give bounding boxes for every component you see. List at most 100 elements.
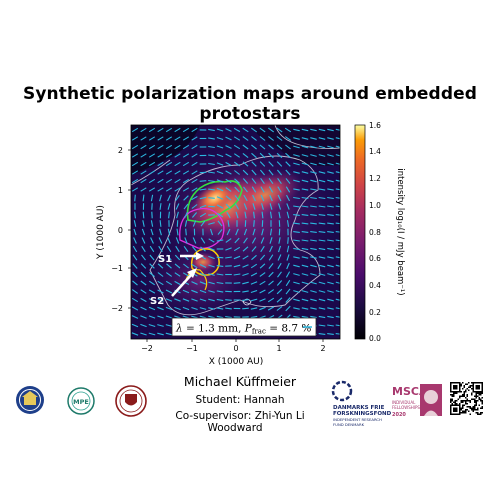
polarization-vector <box>132 280 138 286</box>
polarization-vector <box>216 298 224 302</box>
polarization-vector <box>310 162 317 166</box>
polarization-vector <box>253 220 255 227</box>
polarization-vector <box>158 237 163 244</box>
polarization-vector <box>301 307 309 310</box>
polarization-vector <box>318 239 326 242</box>
colorbar <box>354 124 366 340</box>
polarization-vector <box>134 194 136 202</box>
polarization-vector <box>276 144 283 150</box>
polarization-vector <box>140 187 147 192</box>
polarization-vector <box>277 177 282 185</box>
polarization-vector <box>250 127 258 133</box>
annotation-text: λ = 1.3 mm, Pfrac = 8.7 % <box>175 323 311 336</box>
polarization-vector <box>260 186 265 193</box>
colorbar-tick-label: 0.2 <box>369 308 381 317</box>
polarization-vector <box>259 298 266 302</box>
polarization-vector <box>191 136 198 141</box>
polarization-vector <box>327 128 334 132</box>
polarization-vector <box>174 136 181 141</box>
polarization-vector <box>216 212 224 218</box>
polarization-vector <box>335 315 340 318</box>
polarization-vector <box>318 307 326 310</box>
polarization-vector <box>217 229 223 235</box>
polarization-vector <box>310 247 317 251</box>
polarization-vector <box>131 127 139 133</box>
qr-code-icon[interactable] <box>450 382 483 415</box>
polarization-vector <box>174 178 181 184</box>
polarization-vector <box>268 136 274 141</box>
polarization-vector <box>293 264 300 268</box>
polarization-vector <box>191 161 198 167</box>
polarization-vector <box>310 145 317 149</box>
polarization-vector <box>268 169 274 176</box>
polarization-vector <box>286 203 290 210</box>
polarization-vector <box>148 306 156 311</box>
polarization-vector <box>227 220 230 227</box>
polarization-vector <box>182 289 190 294</box>
svg-text:INDIVIDUAL: INDIVIDUAL <box>392 400 416 405</box>
polarization-vector <box>244 211 247 219</box>
polarization-vector <box>225 145 232 149</box>
colorbar-tick-label: 0.0 <box>369 334 381 343</box>
polarization-vector <box>165 306 173 311</box>
polarization-vector <box>165 161 173 167</box>
polarization-vector <box>318 196 326 200</box>
polarization-vector <box>293 145 300 149</box>
polarization-vector <box>157 170 164 175</box>
source-label-s2: S2 <box>150 296 164 307</box>
polarization-vector <box>134 211 136 219</box>
polarization-vector <box>335 281 340 284</box>
polarization-vector <box>277 194 282 202</box>
y-tick-label: 2 <box>118 146 123 155</box>
colorbar-tick-label: 0.6 <box>369 254 381 263</box>
polarization-vector <box>167 228 171 236</box>
polarization-vector <box>284 136 292 141</box>
polarization-vector <box>318 231 326 233</box>
polarization-vector <box>182 136 190 141</box>
svg-text:FUND DENMARK: FUND DENMARK <box>333 422 365 427</box>
polarization-vector <box>301 281 309 285</box>
polarization-vector <box>250 281 258 285</box>
polarization-vector <box>286 220 290 227</box>
polarization-vector <box>148 298 156 302</box>
polarization-vector <box>242 299 249 301</box>
polarization-vector <box>174 127 181 133</box>
polarization-vector <box>301 128 309 132</box>
polarization-vector <box>301 145 309 149</box>
polarization-vector <box>140 280 147 286</box>
polarization-vector <box>132 254 138 261</box>
polarization-vector <box>165 127 173 133</box>
polarization-vector <box>140 289 147 294</box>
polarization-vector <box>165 178 173 184</box>
polarization-vector <box>148 144 156 150</box>
polarization-vector <box>217 220 223 227</box>
polarization-vector <box>208 273 215 276</box>
y-tick-label: 0 <box>118 226 123 235</box>
polarization-vector <box>252 228 256 236</box>
polarization-vector <box>293 154 300 157</box>
polarization-vector <box>165 289 173 294</box>
polarization-vector <box>268 152 274 159</box>
polarization-vector <box>131 153 139 158</box>
polarization-vector <box>293 298 300 302</box>
polarization-vector <box>293 222 300 225</box>
polarization-vector <box>293 315 300 319</box>
x-tick-label: −2 <box>141 344 153 353</box>
polarization-vector <box>269 237 273 244</box>
polarization-vector <box>276 127 283 133</box>
polarization-vector <box>191 298 198 302</box>
polarization-vector <box>225 307 232 310</box>
polarization-vector <box>174 170 181 175</box>
polarization-vector <box>310 256 317 259</box>
polarization-vector <box>251 254 257 261</box>
polarization-vector <box>242 281 249 285</box>
polarization-vector <box>157 306 164 311</box>
polarization-vector <box>208 188 215 191</box>
polarization-vector <box>131 297 139 303</box>
x-tick-label: 0 <box>233 344 238 353</box>
polarization-vector <box>209 228 214 236</box>
polarization-vector <box>335 222 340 225</box>
polarization-vector <box>141 237 146 244</box>
polarization-vector <box>310 222 317 225</box>
polarization-vector <box>276 161 283 167</box>
